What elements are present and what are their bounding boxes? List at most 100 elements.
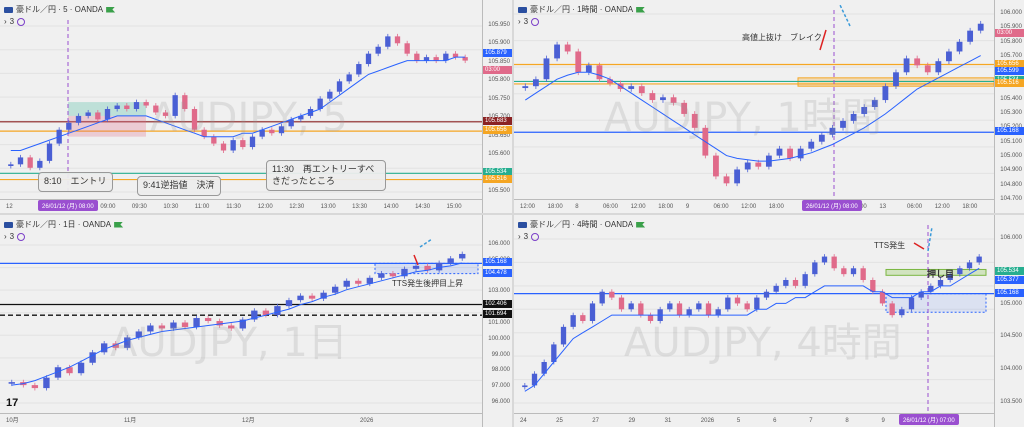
candle xyxy=(977,23,984,31)
annotation-arrow xyxy=(819,29,827,51)
price-label: 105.656 xyxy=(995,59,1024,68)
price-axis[interactable]: 106.000105.000104.000103.000102.000101.0… xyxy=(482,215,512,427)
candle xyxy=(937,280,944,286)
candle xyxy=(343,280,350,287)
price-axis[interactable]: 105.950105.900105.850105.800105.750105.7… xyxy=(482,0,512,213)
time-axis[interactable]: 12 09:00 09:30 10:30 11:00 11:30 12:00 12:30 13:… xyxy=(0,199,482,213)
indicator-row[interactable]: › 3 xyxy=(4,17,26,26)
candle xyxy=(389,273,397,277)
candle xyxy=(802,274,808,286)
candle xyxy=(112,343,119,348)
time-tick: 12:00 xyxy=(934,204,950,210)
time-tick: 11:00 xyxy=(194,204,210,210)
chart-pane-1d[interactable]: AUDJPY, 1日 豪ドル／円 · 1日 · OANDA › 3 TTS発生後押… xyxy=(0,215,512,427)
au-flag-icon xyxy=(4,221,13,228)
candle xyxy=(211,136,217,144)
candle xyxy=(66,367,73,374)
chart-svg-1d[interactable] xyxy=(0,215,482,413)
candle xyxy=(696,303,702,310)
candle xyxy=(649,93,656,101)
price-label: 105.377 xyxy=(995,276,1024,285)
price-tick: 106.000 xyxy=(1000,10,1022,16)
candle xyxy=(355,280,362,284)
annotation-pullback: 押し目 xyxy=(927,269,955,279)
candle xyxy=(829,127,836,135)
candle xyxy=(966,262,973,269)
collapse-chevron-icon[interactable]: › xyxy=(518,17,521,26)
time-tick: 7 xyxy=(809,418,813,424)
candle xyxy=(104,109,111,120)
candle xyxy=(903,58,910,73)
chart-pane-4h[interactable]: AUDJPY, 4時間 豪ドル／円 · 4時間 · OANDA › 3 TTS発生… xyxy=(514,215,1024,427)
indicator-row[interactable]: › 3 xyxy=(4,232,26,241)
time-tick: 25 xyxy=(556,418,563,424)
chart-pane-1h[interactable]: AUDJPY, 1時間 豪ドル／円 · 1時間 · OANDA › 3 高値上抜け… xyxy=(514,0,1024,213)
indicator-icon[interactable] xyxy=(531,17,540,26)
candle xyxy=(763,291,770,298)
price-tick: 103.000 xyxy=(488,288,510,295)
collapse-chevron-icon[interactable]: › xyxy=(4,232,7,241)
price-tick: 106.000 xyxy=(1000,235,1022,241)
price-tick: 105.700 xyxy=(1000,52,1022,59)
candle xyxy=(882,86,889,101)
candle xyxy=(744,303,750,310)
candle xyxy=(638,303,644,316)
indicator-row[interactable]: › 3 xyxy=(518,17,540,26)
time-axis[interactable]: 12:00 18:00 8 06:00 12:00 18:00 9 06:00 12:00 18:… xyxy=(514,199,994,213)
time-tick: 5 xyxy=(736,418,741,424)
annotation-tts-pullback: TTS発生後押目上昇 xyxy=(392,279,464,288)
collapse-chevron-icon[interactable]: › xyxy=(518,232,521,241)
forecast-arrow xyxy=(839,4,851,27)
candle xyxy=(532,79,539,87)
candle xyxy=(204,318,212,322)
candle xyxy=(228,325,235,329)
candle xyxy=(755,162,762,167)
candle xyxy=(401,268,408,277)
candle xyxy=(435,262,443,271)
time-tick: 2026 xyxy=(700,418,715,424)
candle xyxy=(240,140,246,148)
time-tick: 12:00 xyxy=(520,204,536,210)
price-label: 105.656 xyxy=(483,126,512,135)
candle xyxy=(158,325,166,329)
moving-average-line xyxy=(11,262,463,386)
price-label: 105.168 xyxy=(995,127,1024,136)
time-tick: 24 xyxy=(520,418,527,424)
time-axis[interactable]: 24 25 27 29 31 2026 5 6 7 8 9 26/01/12 (月) 07:00 xyxy=(514,413,994,427)
price-tick: 105.850 xyxy=(488,58,510,65)
chart-svg-4h[interactable] xyxy=(514,215,994,413)
indicator-icon[interactable] xyxy=(17,232,26,241)
annotation-entry: 8:10 エントリ xyxy=(38,172,113,192)
indicator-icon[interactable] xyxy=(531,232,540,241)
price-label: 105.534 xyxy=(995,267,1024,276)
time-tick: 12月 xyxy=(242,418,255,424)
price-tick: 104.500 xyxy=(1000,333,1022,340)
candle xyxy=(46,143,53,161)
candle xyxy=(414,53,420,61)
market-status-icon xyxy=(636,6,646,13)
candle xyxy=(216,321,223,326)
price-axis[interactable]: 106.000105.900105.800105.700105.600105.5… xyxy=(994,0,1024,213)
chart-pane-5min[interactable]: AUDJPY, 5 豪ドル／円 · 5 · OANDA › 3 8:10 エントリ… xyxy=(0,0,512,213)
price-tick: 105.650 xyxy=(488,132,510,139)
time-tick: 12:00 xyxy=(257,204,273,210)
annotation-arrow xyxy=(413,254,419,266)
price-tick: 105.500 xyxy=(488,188,510,194)
price-axis[interactable]: 106.000105.500105.000104.500104.000103.5… xyxy=(994,215,1024,427)
indicator-icon[interactable] xyxy=(17,17,26,26)
indicator-row[interactable]: › 3 xyxy=(518,232,540,241)
candle xyxy=(792,280,799,286)
candle xyxy=(734,169,741,184)
time-axis[interactable]: 10月 11月 12月 2026 xyxy=(0,413,482,427)
chart-svg-1h[interactable] xyxy=(514,0,994,199)
candle xyxy=(531,373,538,386)
price-tick: 105.900 xyxy=(488,40,510,47)
time-tick: 15:00 xyxy=(446,204,462,210)
chart-svg-5min[interactable] xyxy=(0,0,482,199)
collapse-chevron-icon[interactable]: › xyxy=(4,17,7,26)
price-label: 105.534 xyxy=(483,168,512,177)
candle xyxy=(870,280,876,292)
candle xyxy=(278,126,285,134)
price-tick: 104.700 xyxy=(1000,196,1022,202)
current-date-badge: 26/01/12 (月) 07:00 xyxy=(899,414,959,425)
